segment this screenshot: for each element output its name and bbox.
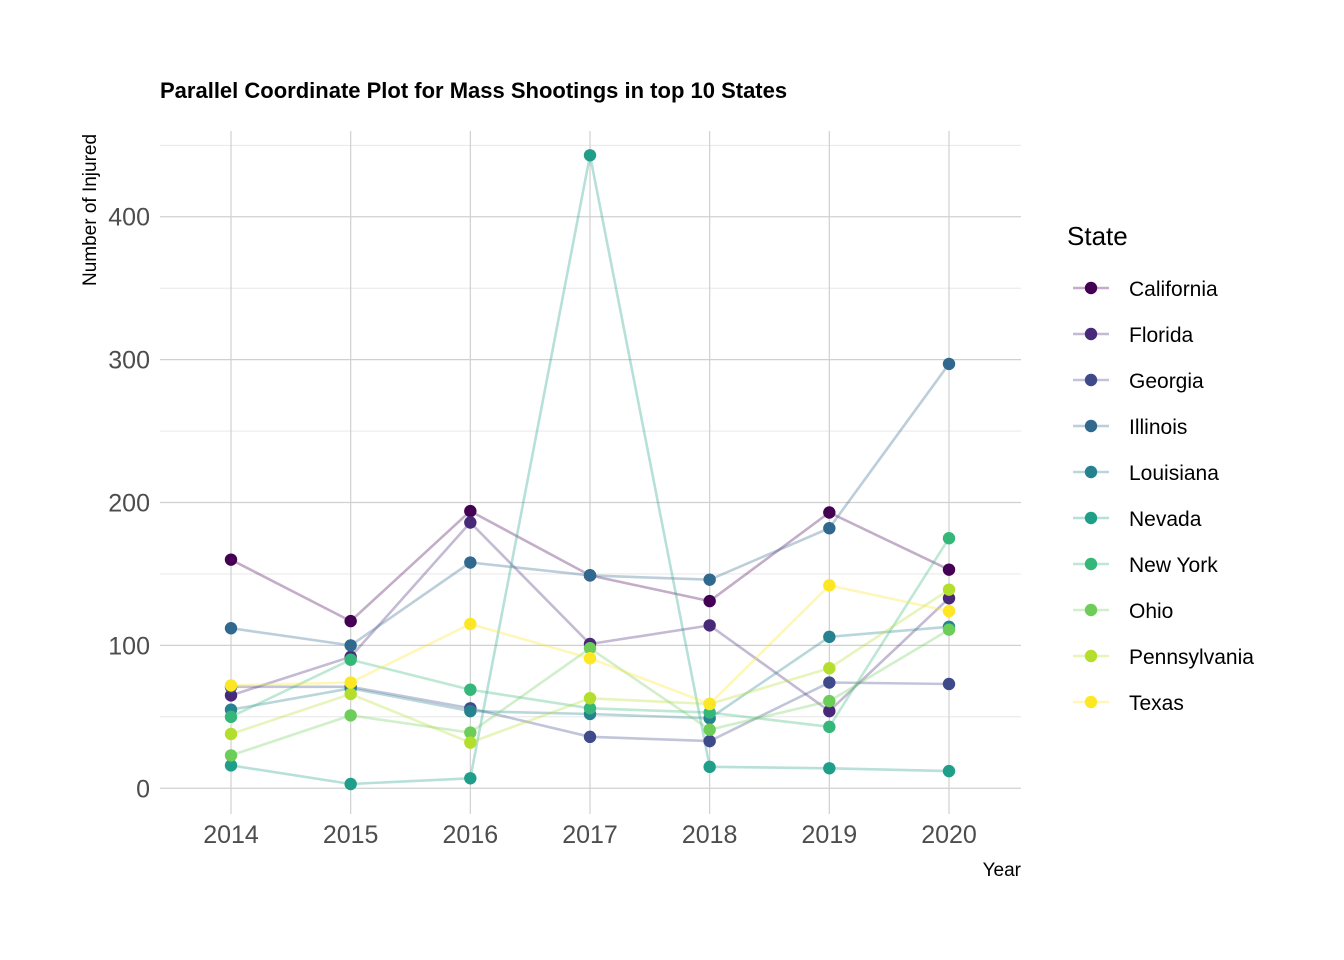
data-point bbox=[703, 619, 716, 632]
data-point bbox=[224, 679, 238, 692]
y-tick-label: 400 bbox=[108, 204, 150, 232]
x-tick-label: 2020 bbox=[921, 821, 977, 849]
data-point bbox=[823, 720, 836, 734]
data-point bbox=[224, 749, 238, 762]
data-point bbox=[224, 710, 238, 724]
data-point bbox=[823, 762, 836, 775]
data-point bbox=[583, 692, 597, 705]
legend-key-point bbox=[1084, 327, 1098, 341]
data-point bbox=[464, 683, 477, 696]
y-tick-label: 100 bbox=[108, 632, 150, 660]
legend-label: Illinois bbox=[1129, 416, 1187, 439]
data-point bbox=[703, 697, 716, 711]
data-point bbox=[703, 706, 716, 719]
data-point bbox=[942, 583, 956, 596]
legend-label: Louisiana bbox=[1129, 462, 1219, 485]
data-point bbox=[823, 506, 836, 519]
legend-label: New York bbox=[1129, 554, 1218, 577]
legend-key-point bbox=[1084, 695, 1098, 709]
data-point bbox=[344, 709, 357, 722]
y-tick-label: 200 bbox=[108, 490, 150, 518]
data-point bbox=[942, 677, 956, 691]
legend-key-point bbox=[1084, 373, 1098, 387]
data-point bbox=[344, 653, 357, 666]
data-point bbox=[344, 676, 357, 689]
y-axis-ticks: 0 100 200 300 400 bbox=[108, 204, 150, 804]
data-point bbox=[703, 760, 716, 774]
data-point bbox=[583, 730, 597, 744]
data-point bbox=[583, 652, 597, 665]
data-point bbox=[464, 704, 477, 718]
data-point bbox=[583, 149, 597, 162]
x-tick-label: 2019 bbox=[802, 821, 858, 849]
data-point bbox=[344, 614, 357, 628]
legend-title: State bbox=[1067, 221, 1128, 251]
data-point bbox=[823, 694, 836, 708]
legend-label: Texas bbox=[1129, 692, 1184, 715]
x-axis-label: Year bbox=[983, 860, 1022, 881]
legend-label: Georgia bbox=[1129, 370, 1204, 393]
legend-label: Ohio bbox=[1129, 600, 1173, 623]
legend-key-point bbox=[1084, 649, 1098, 663]
data-point bbox=[703, 594, 716, 608]
x-tick-label: 2018 bbox=[682, 821, 738, 849]
data-point bbox=[823, 662, 836, 675]
data-point bbox=[703, 573, 716, 586]
data-point bbox=[942, 532, 956, 545]
data-point bbox=[823, 522, 836, 535]
data-point bbox=[464, 504, 477, 518]
y-tick-label: 300 bbox=[108, 347, 150, 375]
data-point bbox=[464, 736, 477, 749]
data-point bbox=[942, 604, 956, 618]
data-point bbox=[942, 592, 956, 605]
data-point bbox=[344, 639, 357, 652]
data-point bbox=[942, 563, 956, 576]
data-point bbox=[224, 727, 238, 741]
chart-title: Parallel Coordinate Plot for Mass Shooti… bbox=[160, 78, 787, 103]
data-point bbox=[224, 622, 238, 635]
data-point bbox=[344, 687, 357, 701]
data-point bbox=[224, 759, 238, 772]
legend-key-point bbox=[1084, 281, 1098, 295]
data-point bbox=[942, 623, 956, 636]
data-point bbox=[942, 764, 956, 778]
data-point bbox=[464, 556, 477, 569]
x-tick-label: 2015 bbox=[323, 821, 379, 849]
legend-key-point bbox=[1084, 511, 1098, 525]
data-point bbox=[224, 689, 238, 702]
data-point bbox=[583, 569, 597, 582]
series-points bbox=[224, 149, 956, 791]
y-axis-label: Number of Injured bbox=[80, 134, 101, 286]
legend-label: Florida bbox=[1129, 324, 1194, 347]
data-point bbox=[583, 702, 597, 715]
data-point bbox=[823, 704, 836, 718]
legend-key-point bbox=[1084, 419, 1098, 433]
legend-label: Pennsylvania bbox=[1129, 646, 1254, 669]
data-point bbox=[464, 726, 477, 739]
x-tick-label: 2014 bbox=[203, 821, 259, 849]
legend: State California Florida Georgia Illinois Lo… bbox=[1067, 221, 1254, 715]
legend-key-point bbox=[1084, 465, 1098, 479]
x-tick-label: 2017 bbox=[562, 821, 618, 849]
data-point bbox=[942, 357, 956, 371]
data-point bbox=[224, 553, 238, 566]
data-point bbox=[823, 676, 836, 689]
legend-label: California bbox=[1129, 278, 1218, 301]
data-point bbox=[703, 723, 716, 736]
data-point bbox=[464, 772, 477, 785]
data-point bbox=[823, 579, 836, 592]
data-point bbox=[703, 734, 716, 748]
data-point bbox=[464, 617, 477, 631]
legend-label: Nevada bbox=[1129, 508, 1202, 531]
legend-key-point bbox=[1084, 557, 1098, 571]
x-tick-label: 2016 bbox=[443, 821, 499, 849]
x-axis-ticks: 2014 2015 2016 2017 2018 2019 2020 bbox=[203, 821, 977, 849]
legend-key-point bbox=[1084, 603, 1098, 617]
y-tick-label: 0 bbox=[136, 775, 150, 803]
data-point bbox=[823, 630, 836, 644]
data-point bbox=[344, 777, 357, 791]
data-point bbox=[464, 516, 477, 529]
data-point bbox=[583, 642, 597, 655]
